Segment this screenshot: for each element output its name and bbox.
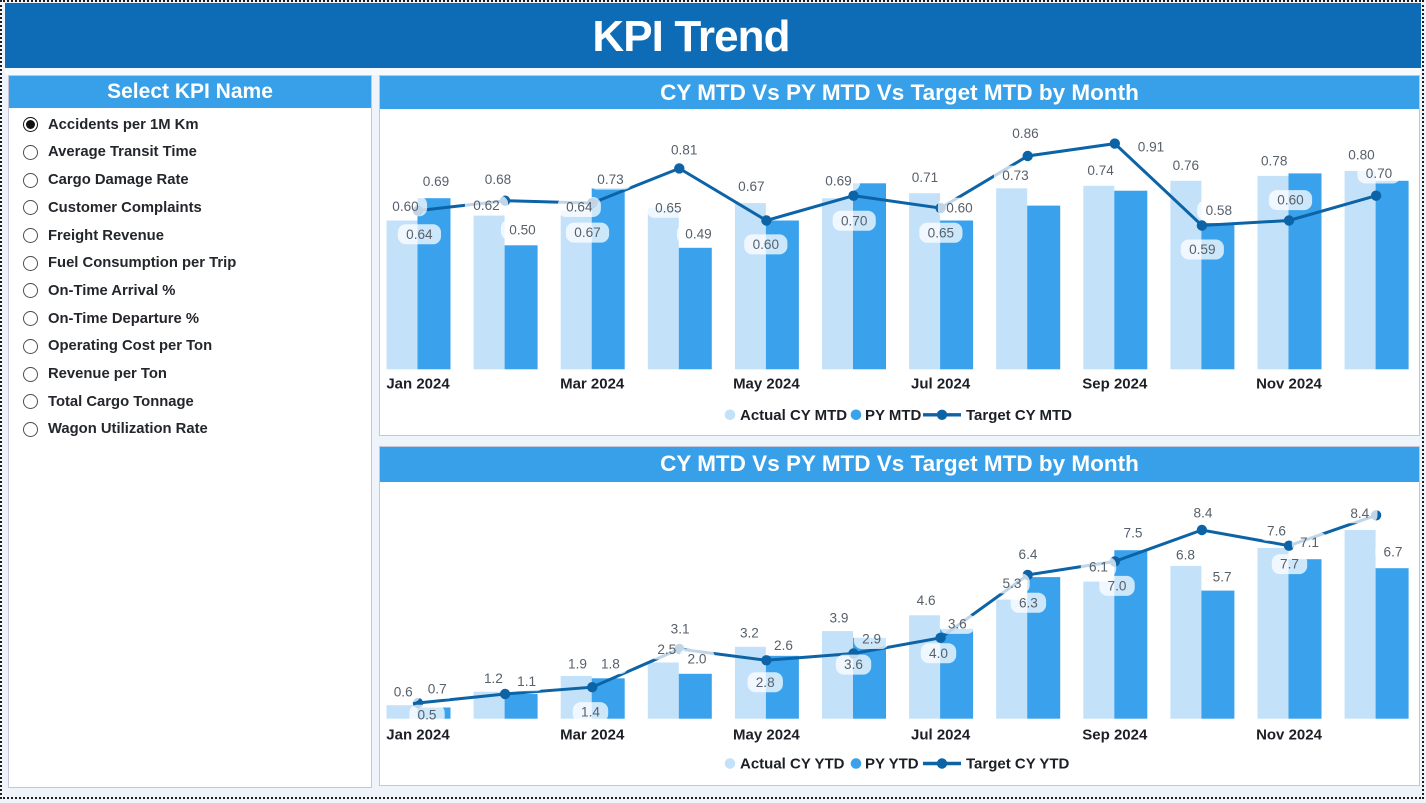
svg-text:Jan 2024: Jan 2024 (386, 376, 450, 393)
svg-text:0.7: 0.7 (428, 681, 447, 696)
svg-text:3.9: 3.9 (830, 610, 849, 625)
svg-text:0.69: 0.69 (423, 174, 449, 189)
svg-text:0.81: 0.81 (671, 143, 697, 158)
svg-text:0.59: 0.59 (1189, 242, 1215, 257)
svg-text:PY MTD: PY MTD (865, 407, 922, 424)
svg-text:3.6: 3.6 (844, 657, 863, 672)
svg-text:PY YTD: PY YTD (865, 755, 919, 772)
svg-text:6.1: 6.1 (1089, 559, 1108, 574)
svg-text:5.7: 5.7 (1213, 569, 1232, 584)
svg-text:2.6: 2.6 (774, 638, 793, 653)
svg-text:0.58: 0.58 (1206, 203, 1232, 218)
svg-text:0.49: 0.49 (685, 227, 711, 242)
svg-text:Sep 2024: Sep 2024 (1082, 726, 1148, 743)
svg-text:0.91: 0.91 (1138, 140, 1164, 155)
svg-text:3.1: 3.1 (671, 621, 690, 636)
svg-text:0.62: 0.62 (473, 198, 499, 213)
svg-text:6.3: 6.3 (1019, 595, 1038, 610)
svg-text:May 2024: May 2024 (733, 726, 800, 743)
svg-text:3.6: 3.6 (948, 616, 967, 631)
svg-text:Jul 2024: Jul 2024 (911, 726, 971, 743)
svg-text:8.4: 8.4 (1350, 505, 1369, 520)
svg-text:4.0: 4.0 (929, 645, 948, 660)
svg-text:Jan 2024: Jan 2024 (386, 726, 450, 743)
svg-text:0.67: 0.67 (574, 225, 600, 240)
svg-text:0.68: 0.68 (485, 172, 511, 187)
svg-text:0.78: 0.78 (1261, 154, 1287, 169)
svg-text:0.6: 0.6 (394, 684, 413, 699)
svg-text:Jul 2024: Jul 2024 (911, 376, 971, 393)
svg-text:4.6: 4.6 (917, 592, 936, 607)
svg-text:7.5: 7.5 (1124, 525, 1143, 540)
svg-text:0.70: 0.70 (841, 214, 868, 229)
svg-text:2.9: 2.9 (862, 631, 881, 646)
svg-text:6.4: 6.4 (1019, 547, 1038, 562)
svg-text:0.74: 0.74 (1087, 163, 1114, 178)
svg-text:Actual CY MTD: Actual CY MTD (740, 407, 847, 424)
svg-text:6.8: 6.8 (1176, 547, 1195, 562)
svg-text:Nov 2024: Nov 2024 (1256, 726, 1323, 743)
svg-text:0.65: 0.65 (928, 226, 954, 241)
svg-text:Actual CY YTD: Actual CY YTD (740, 755, 845, 772)
svg-text:Mar 2024: Mar 2024 (560, 376, 625, 393)
svg-text:1.8: 1.8 (601, 656, 620, 671)
svg-text:0.50: 0.50 (509, 223, 536, 238)
svg-text:0.69: 0.69 (825, 174, 851, 189)
svg-text:1.4: 1.4 (581, 704, 600, 719)
svg-text:7.6: 7.6 (1267, 523, 1286, 538)
svg-text:0.76: 0.76 (1173, 158, 1199, 173)
svg-text:1.2: 1.2 (484, 671, 503, 686)
svg-text:7.1: 7.1 (1300, 534, 1319, 549)
svg-text:7.0: 7.0 (1108, 578, 1127, 593)
svg-text:6.7: 6.7 (1384, 544, 1403, 559)
svg-text:Sep 2024: Sep 2024 (1082, 376, 1148, 393)
svg-text:0.73: 0.73 (1002, 168, 1028, 183)
svg-text:1.1: 1.1 (517, 673, 536, 688)
svg-text:2.8: 2.8 (756, 674, 775, 689)
svg-text:Nov 2024: Nov 2024 (1256, 376, 1322, 393)
svg-text:Target CY YTD: Target CY YTD (966, 755, 1070, 772)
svg-text:0.80: 0.80 (1348, 148, 1375, 163)
svg-text:5.3: 5.3 (1003, 576, 1022, 591)
svg-text:2.0: 2.0 (688, 651, 707, 666)
svg-text:8.4: 8.4 (1194, 505, 1213, 520)
svg-text:0.73: 0.73 (597, 172, 623, 187)
svg-text:7.7: 7.7 (1280, 556, 1299, 571)
svg-text:0.70: 0.70 (1366, 166, 1393, 181)
svg-text:0.86: 0.86 (1012, 126, 1038, 141)
svg-text:3.2: 3.2 (740, 625, 759, 640)
svg-text:0.60: 0.60 (392, 199, 419, 214)
svg-text:Target CY MTD: Target CY MTD (966, 407, 1072, 424)
svg-text:Mar 2024: Mar 2024 (560, 726, 625, 743)
svg-text:0.60: 0.60 (1277, 193, 1304, 208)
svg-text:0.64: 0.64 (406, 227, 433, 242)
svg-text:0.5: 0.5 (418, 707, 437, 722)
svg-text:0.67: 0.67 (738, 179, 764, 194)
svg-text:0.60: 0.60 (753, 237, 780, 252)
svg-text:May 2024: May 2024 (733, 376, 800, 393)
svg-text:0.60: 0.60 (946, 201, 973, 216)
svg-text:1.9: 1.9 (568, 656, 587, 671)
svg-text:0.71: 0.71 (912, 170, 938, 185)
svg-text:0.65: 0.65 (655, 201, 681, 216)
svg-text:0.64: 0.64 (566, 200, 593, 215)
svg-text:2.5: 2.5 (657, 642, 676, 657)
